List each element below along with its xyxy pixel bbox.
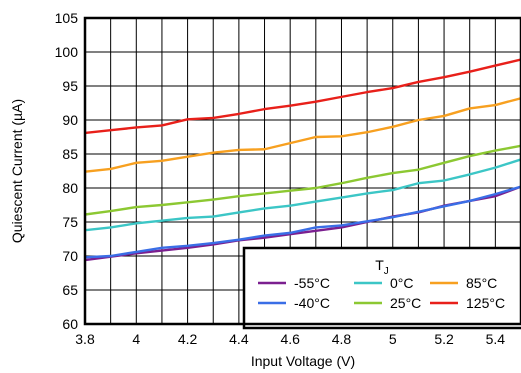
x-tick-label: 4.6 [280, 331, 300, 347]
legend-label: 25°C [390, 295, 421, 311]
y-tick-label: 80 [62, 180, 78, 196]
legend: TJ -55°C -40°C 0°C 25°C 85°C 125°C [242, 246, 521, 330]
tick-labels: 3.8 4 4.2 4.4 4.6 4.8 5 5.2 5.4 60 65 70 75 80 85 90 95 1… [55, 10, 506, 347]
x-axis-label: Input Voltage (V) [251, 353, 355, 369]
x-tick-label: 4.2 [178, 331, 198, 347]
y-tick-label: 70 [62, 248, 78, 264]
y-tick-label: 65 [62, 282, 78, 298]
x-tick-label: 4.4 [229, 331, 249, 347]
y-axis-label: Quiescent Current (µA) [9, 99, 25, 243]
legend-label: 85°C [466, 275, 497, 291]
series-line-minus-40c [85, 185, 521, 259]
x-tick-label: 5.4 [486, 331, 506, 347]
y-tick-label: 75 [62, 214, 78, 230]
y-tick-label: 95 [62, 78, 78, 94]
y-tick-label: 85 [62, 146, 78, 162]
legend-label: 125°C [466, 295, 505, 311]
legend-title: TJ [375, 257, 389, 277]
legend-label: -55°C [294, 275, 330, 291]
x-tick-label: 5 [389, 331, 397, 347]
series-line-0c [85, 158, 521, 232]
x-tick-label: 5.2 [434, 331, 454, 347]
legend-box [242, 246, 521, 330]
legend-label: 0°C [390, 275, 414, 291]
series-line-25c [85, 144, 521, 216]
y-tick-label: 60 [62, 316, 78, 332]
x-tick-label: 3.8 [75, 331, 95, 347]
series-line-125c [85, 58, 521, 135]
x-tick-label: 4.8 [332, 331, 352, 347]
series-lines [85, 58, 521, 262]
y-tick-label: 100 [55, 44, 79, 60]
x-tick-label: 4 [132, 331, 140, 347]
legend-label: -40°C [294, 295, 330, 311]
plot-frame [83, 16, 521, 326]
y-tick-label: 105 [55, 10, 79, 26]
series-line-85c [85, 97, 521, 173]
y-tick-label: 90 [62, 112, 78, 128]
